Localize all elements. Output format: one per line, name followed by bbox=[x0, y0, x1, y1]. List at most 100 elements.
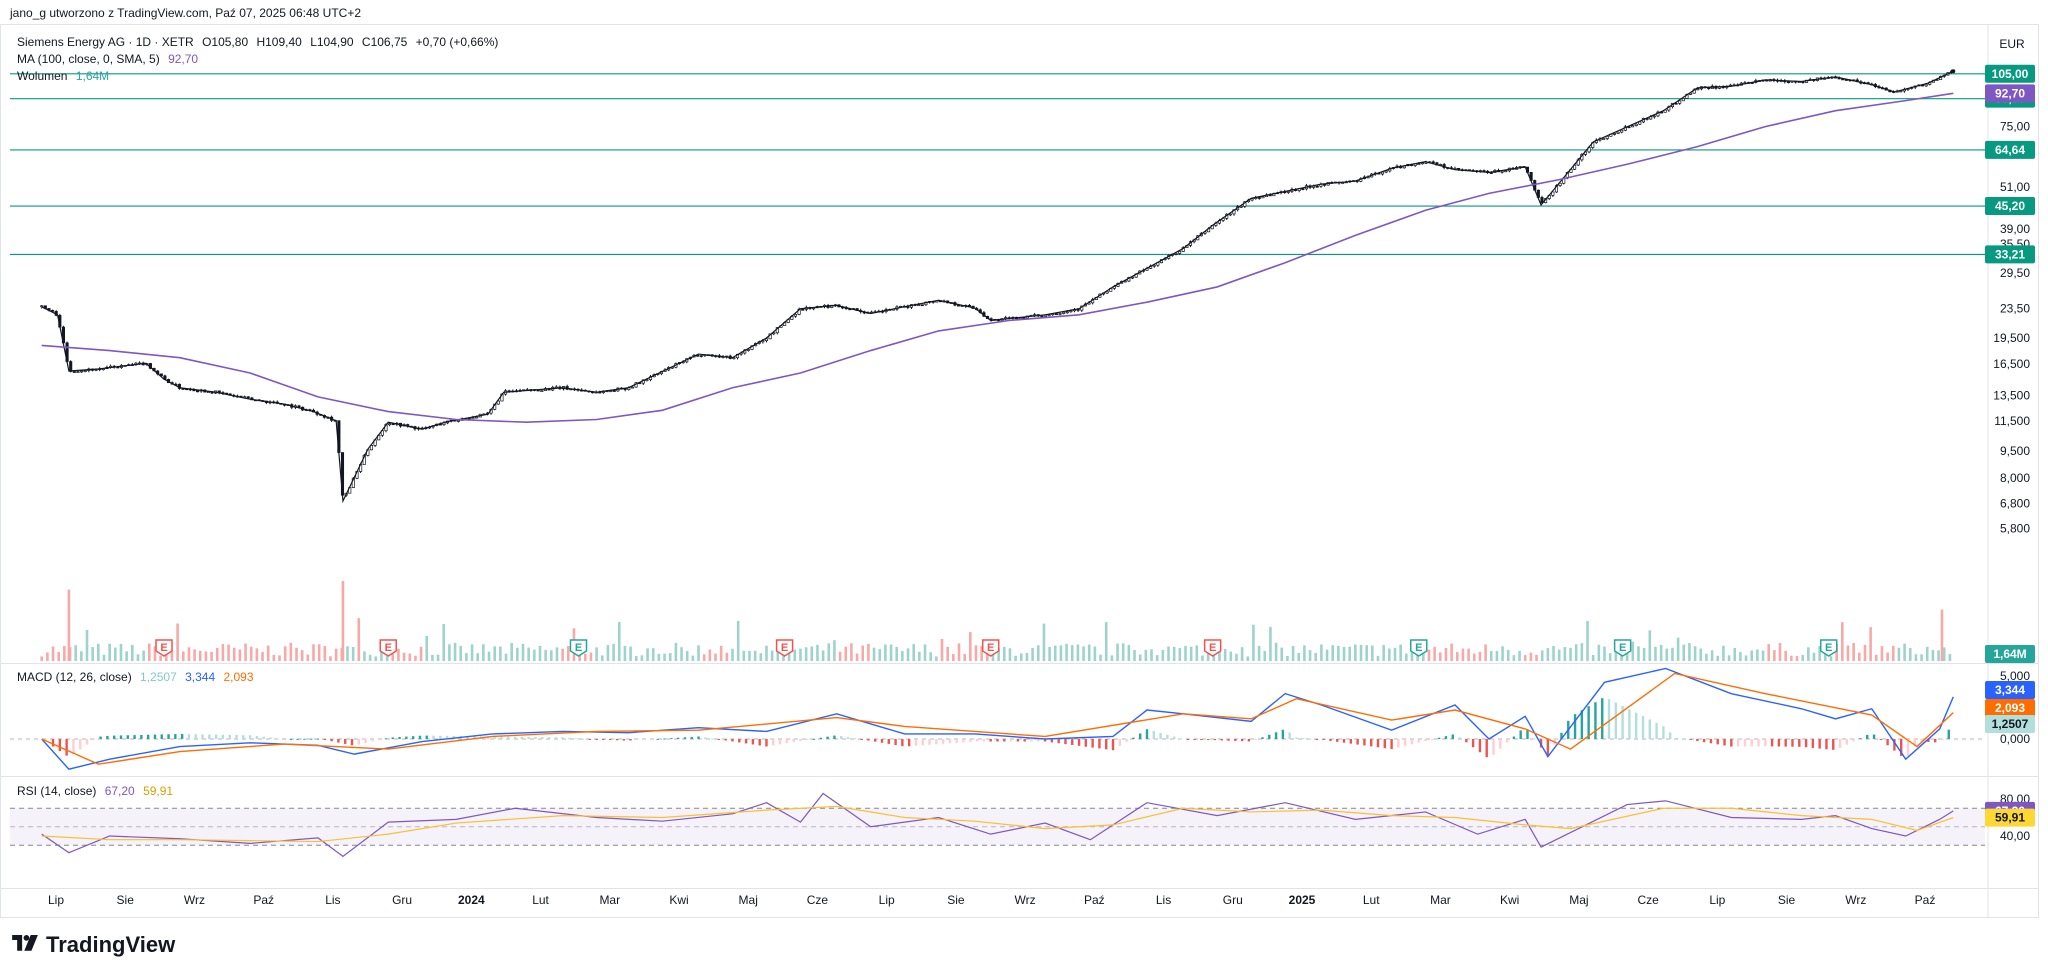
legend-ma[interactable]: MA (100, close, 0, SMA, 5) 92,70 bbox=[17, 52, 203, 66]
price-tick-label: 8,000 bbox=[2000, 471, 2030, 485]
volume-bar bbox=[289, 642, 293, 661]
price-candle-body bbox=[1627, 126, 1631, 129]
macd-hist-bar bbox=[1383, 739, 1386, 749]
macd-hist-bar bbox=[880, 739, 884, 743]
volume-bar bbox=[923, 644, 927, 661]
volume-bar bbox=[63, 646, 66, 661]
volume-bar bbox=[725, 652, 729, 661]
volume-bar bbox=[1252, 624, 1255, 661]
macd-hist-bar bbox=[1370, 739, 1373, 747]
volume-bar bbox=[1489, 651, 1493, 661]
price-candle-body bbox=[80, 370, 84, 373]
volume-bar bbox=[1597, 644, 1601, 661]
macd-hist-bar bbox=[146, 734, 150, 739]
macd-hist-bar bbox=[1757, 739, 1760, 747]
volume-bar bbox=[867, 643, 870, 661]
volume-bar bbox=[1167, 646, 1170, 661]
time-axis-label: Mar bbox=[1430, 893, 1451, 907]
volume-bar bbox=[668, 653, 672, 661]
volume-bar bbox=[1354, 644, 1357, 661]
macd-hist-bar bbox=[1159, 732, 1162, 739]
volume-bar bbox=[1178, 648, 1182, 661]
volume-bar bbox=[136, 654, 140, 661]
volume-bar bbox=[1297, 653, 1301, 661]
volume-bar bbox=[283, 646, 287, 661]
legend-ma-value: 92,70 bbox=[168, 52, 199, 66]
volume-bar bbox=[278, 655, 281, 661]
volume-bar bbox=[1863, 644, 1867, 661]
volume-bar bbox=[306, 654, 310, 661]
time-axis-label: Mar bbox=[599, 893, 620, 907]
volume-bar bbox=[510, 642, 513, 661]
volume-bar bbox=[221, 643, 225, 661]
rsi-last-tag bbox=[1985, 808, 2035, 827]
price-candle-body bbox=[1631, 125, 1635, 128]
volume-bar bbox=[850, 643, 853, 661]
volume-bar bbox=[1184, 645, 1187, 661]
volume-bar bbox=[770, 650, 774, 661]
volume-bar bbox=[1019, 653, 1023, 661]
price-candle-body bbox=[630, 386, 634, 389]
price-candle-body bbox=[471, 417, 475, 420]
macd-hist-bar bbox=[1037, 739, 1040, 742]
macd-hist-bar bbox=[1906, 739, 1910, 756]
macd-hist-bar bbox=[1193, 739, 1196, 740]
volume-bar bbox=[215, 648, 219, 661]
volume-bar bbox=[74, 645, 77, 661]
legend-macd[interactable]: MACD (12, 26, close) 1,2507 3,344 2,093 bbox=[17, 670, 259, 684]
horizontal-level-tag bbox=[1985, 140, 2035, 159]
legend-change: +0,70 (+0,66%) bbox=[415, 35, 499, 49]
price-candle-body bbox=[1384, 170, 1388, 173]
macd-hist-bar bbox=[507, 736, 510, 739]
macd-hist-bar bbox=[738, 739, 741, 743]
price-candle-body bbox=[1062, 311, 1066, 314]
volume-bar bbox=[1852, 642, 1855, 661]
volume-bar bbox=[1903, 643, 1906, 661]
volume-bar bbox=[204, 651, 208, 661]
volume-bar bbox=[1665, 648, 1669, 661]
legend-rsi-ma-value: 59,91 bbox=[143, 784, 174, 798]
volume-bar bbox=[1744, 655, 1748, 661]
volume-bar bbox=[1506, 649, 1510, 661]
volume-bar bbox=[680, 647, 683, 661]
macd-hist-bar bbox=[493, 736, 496, 739]
volume-bar bbox=[833, 640, 836, 661]
volume-bar bbox=[1535, 654, 1538, 661]
volume-bar bbox=[861, 645, 865, 661]
macd-hist-bar bbox=[1675, 737, 1679, 739]
volume-bar bbox=[1478, 651, 1482, 661]
macd-hist-bar bbox=[418, 735, 422, 739]
volume-bar bbox=[1778, 642, 1782, 661]
price-candle-body bbox=[1257, 197, 1261, 199]
price-tick-label: 39,00 bbox=[2000, 222, 2030, 236]
macd-hist-bar bbox=[663, 738, 666, 740]
macd-hist-bar bbox=[276, 738, 279, 740]
macd-hist-bar bbox=[1899, 739, 1903, 756]
legend-rsi[interactable]: RSI (14, close) 67,20 59,91 bbox=[17, 784, 178, 798]
macd-hist-bar bbox=[344, 739, 347, 744]
volume-bar bbox=[232, 647, 236, 661]
macd-hist-bar bbox=[411, 736, 415, 739]
volume-last-tag bbox=[1985, 645, 2035, 663]
volume-bar bbox=[1937, 650, 1940, 661]
volume-bar bbox=[589, 652, 593, 661]
volume-bar bbox=[1648, 630, 1652, 661]
macd-hist-bar bbox=[867, 739, 870, 741]
volume-bar bbox=[176, 623, 179, 661]
macd-hist-bar bbox=[500, 736, 503, 739]
volume-bar bbox=[244, 643, 247, 661]
tradingview-brand[interactable]: TradingView bbox=[10, 932, 175, 958]
price-candle-body bbox=[1616, 131, 1620, 134]
volume-bar bbox=[906, 648, 910, 661]
macd-hist-bar bbox=[1424, 739, 1427, 741]
legend-volume[interactable]: Wolumen 1,64M bbox=[17, 69, 114, 83]
macd-hist-bar bbox=[133, 735, 136, 739]
macd-hist-bar bbox=[887, 739, 890, 744]
volume-bar bbox=[929, 652, 932, 661]
price-tick-label: 6,800 bbox=[2000, 496, 2030, 510]
macd-hist-bar bbox=[656, 738, 659, 740]
volume-bar bbox=[1093, 646, 1097, 661]
macd-hist-bar bbox=[1295, 737, 1298, 739]
macd-hist-bar bbox=[445, 735, 449, 739]
